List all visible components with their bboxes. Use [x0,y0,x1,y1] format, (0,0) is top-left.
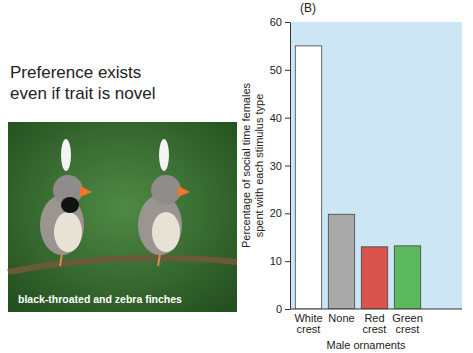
y-tick: 10 [270,255,290,267]
x-tick-label-line: Red [364,312,384,324]
headline-line: even if trait is novel [10,84,156,103]
x-axis: WhitecrestNoneRedcrestGreencrest [290,309,462,335]
y-tick: 40 [270,112,290,124]
branch [8,258,237,272]
y-axis-title: Percentage of social time femalesspent w… [240,82,265,248]
x-tick-label: Redcrest [363,312,387,336]
y-tick-mark [285,166,290,167]
bird-legs [158,254,160,266]
x-tick-label: Greencrest [392,312,423,336]
x-tick-label-line: None [328,312,354,324]
y-tick-mark [285,118,290,119]
headline: Preference exists even if trait is novel [10,63,156,103]
y-tick: 50 [270,64,290,76]
bird-body [40,195,84,255]
x-tick: Redcrest [363,312,387,336]
x-axis-line [290,309,462,310]
photo-background [8,122,237,312]
y-tick-label: 20 [270,207,282,219]
y-tick-mark [285,261,290,262]
y-tick-mark [285,213,290,214]
bird-head [151,175,181,205]
bird-beak [178,186,190,197]
x-tick-label-line: crest [363,323,387,335]
x-axis-title: Male ornaments [327,339,406,351]
bird-beak [80,186,92,197]
bird-crest [159,139,169,171]
bird-crest [61,139,71,171]
bar [361,247,387,309]
y-tick: 20 [270,207,290,219]
photo-caption: black-throated and zebra finches [18,293,182,305]
x-tick: Whitecrest [294,312,322,336]
bird-breast [54,212,82,252]
y-axis-title-line: Percentage of social time females [240,82,252,248]
y-tick: 0 [276,303,290,315]
x-tick-label-line: crest [396,323,420,335]
y-axis-line [290,23,291,310]
y-tick: 30 [270,160,290,172]
y-axis-title-line: spent with each stimulus type [253,94,265,238]
y-tick-label: 50 [270,64,282,76]
y-tick-mark [285,22,290,23]
bird-legs [60,254,62,266]
x-tick-label-line: White [294,312,322,324]
chart-root: Preference exists even if trait is novel b… [0,0,473,353]
y-axis: 0 10 20 30 40 50 60 [270,16,291,315]
y-tick-mark [285,309,290,310]
y-tick-mark [285,70,290,71]
y-tick: 60 [270,16,290,28]
headline-line: Preference exists [10,63,141,82]
x-tick-label-line: crest [297,323,321,335]
bar [295,46,321,309]
photo [8,122,237,312]
y-tick-label: 10 [270,255,282,267]
bird-throat [61,197,79,213]
bird-body [138,195,182,255]
panel-label: (B) [300,1,316,15]
bar [328,214,354,309]
bar [394,246,420,309]
y-tick-label: 40 [270,112,282,124]
x-tick-label-line: Green [392,312,423,324]
x-tick: None [328,312,354,324]
bird-breast [152,212,180,252]
x-tick-label: None [328,312,354,324]
x-tick: Greencrest [392,312,423,336]
x-tick-label: Whitecrest [294,312,322,336]
y-tick-label: 60 [270,16,282,28]
y-tick-label: 30 [270,160,282,172]
plot-background [290,22,462,309]
y-tick-label: 0 [276,303,282,315]
bars [295,46,420,309]
